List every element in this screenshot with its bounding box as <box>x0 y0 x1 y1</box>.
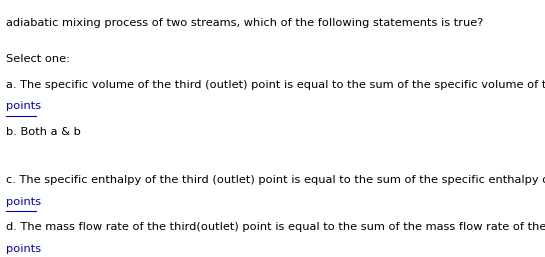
Text: Select one:: Select one: <box>5 54 70 64</box>
Text: adiabatic mixing process of two streams, which of the following statements is tr: adiabatic mixing process of two streams,… <box>5 18 483 28</box>
Text: c. The specific enthalpy of the third (outlet) point is equal to the sum of the : c. The specific enthalpy of the third (o… <box>5 175 545 185</box>
Text: b. Both a & b: b. Both a & b <box>5 127 80 137</box>
Text: d. The mass flow rate of the third(outlet) point is equal to the sum of the mass: d. The mass flow rate of the third(outle… <box>5 222 545 232</box>
Text: a. The specific volume of the third (outlet) point is equal to the sum of the sp: a. The specific volume of the third (out… <box>5 80 545 90</box>
Text: points: points <box>5 102 41 112</box>
Text: points: points <box>5 244 41 254</box>
Text: points: points <box>5 197 41 207</box>
